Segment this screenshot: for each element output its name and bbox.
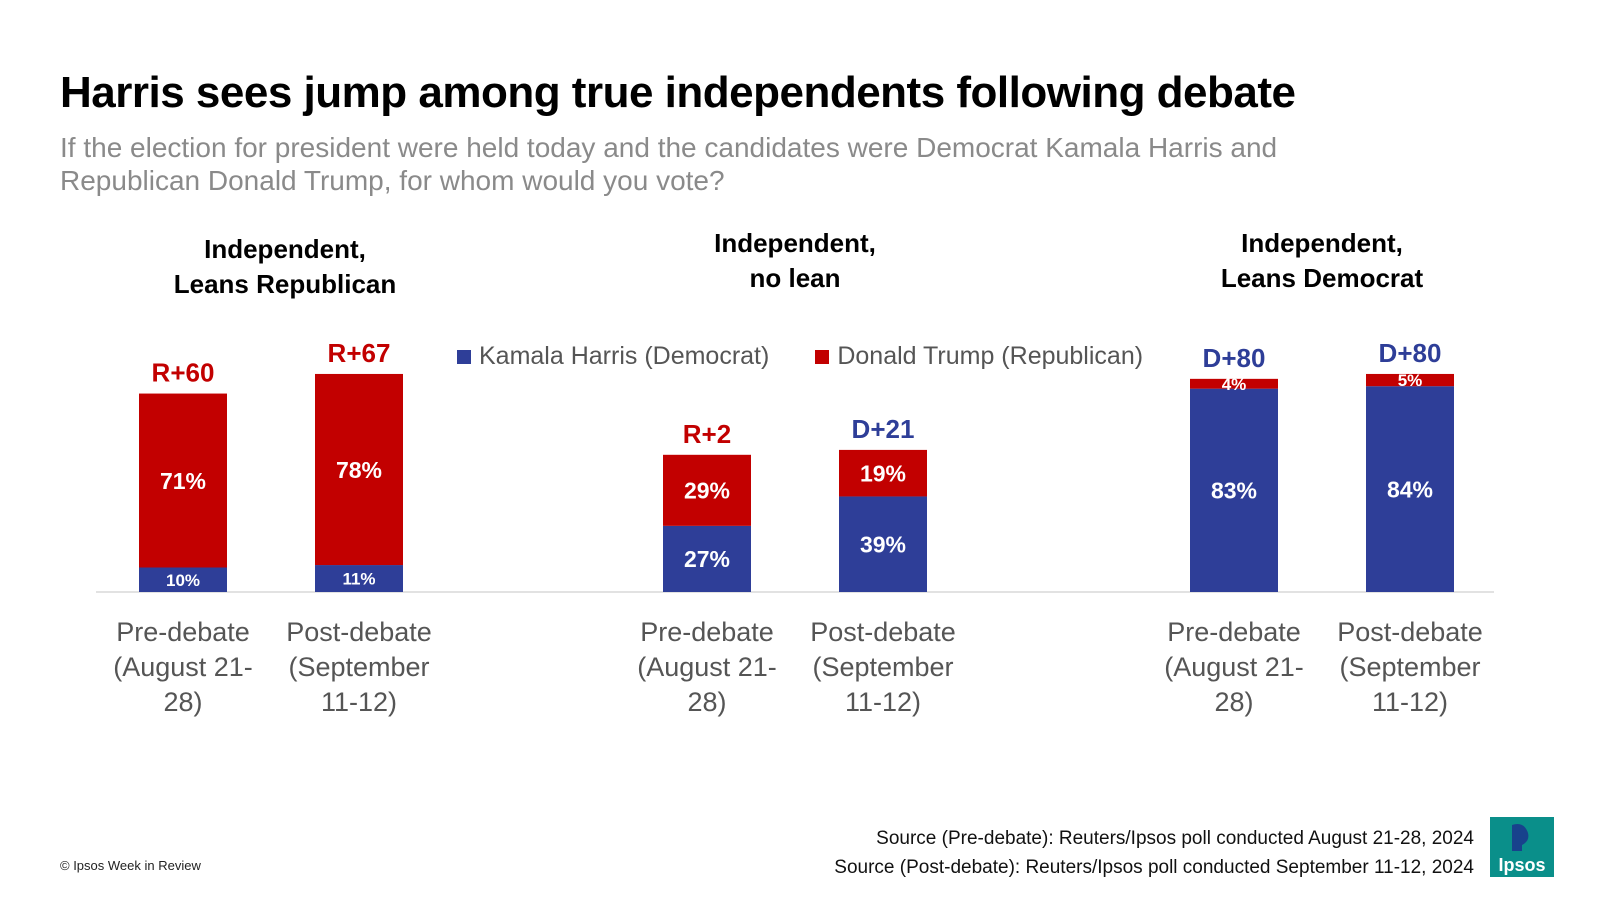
category-label-g2-b2-line-2: (September bbox=[812, 652, 953, 682]
category-label-g1-b1-line-1: Pre-debate bbox=[116, 617, 250, 647]
legend-label-trump: Donald Trump (Republican) bbox=[837, 342, 1144, 370]
bar-harris-g2-b1 bbox=[663, 525, 751, 592]
margin-label-g3-b1: D+80 bbox=[1203, 343, 1266, 373]
legend-swatch-trump bbox=[815, 349, 830, 364]
bar-harris-g1-b1 bbox=[139, 567, 227, 592]
group-title-3-line-2: Leans Democrat bbox=[1221, 263, 1424, 293]
category-label-g2-b1-line-2: (August 21- bbox=[637, 652, 777, 682]
logo-text: Ipsos bbox=[1498, 855, 1545, 875]
margin-label-g2-b2: D+21 bbox=[852, 414, 915, 444]
category-label-g1-b2-line-3: 11-12) bbox=[321, 687, 397, 717]
bar-trump-g3-b2 bbox=[1366, 373, 1454, 387]
legend-label-harris: Kamala Harris (Democrat) bbox=[479, 342, 770, 370]
bar-harris-g3-b1 bbox=[1190, 388, 1278, 592]
category-label-g3-b2-line-1: Post-debate bbox=[1337, 617, 1483, 647]
category-label-g2-b2-line-1: Post-debate bbox=[810, 617, 956, 647]
legend-item-harris: Kamala Harris (Democrat) bbox=[457, 342, 769, 371]
bar-trump-g1-b2 bbox=[315, 373, 403, 566]
label-harris-g3-b1: 83% bbox=[1211, 478, 1257, 504]
logo-head-shape bbox=[1512, 824, 1529, 851]
sources: Source (Pre-debate): Reuters/Ipsos poll … bbox=[834, 824, 1474, 882]
label-trump-g3-b1: 4% bbox=[1222, 375, 1247, 394]
legend-item-trump: Donald Trump (Republican) bbox=[815, 342, 1143, 371]
bar-trump-g2-b2 bbox=[839, 449, 927, 497]
bar-harris-g2-b2 bbox=[839, 496, 927, 592]
label-trump-g1-b2: 78% bbox=[336, 457, 382, 483]
margin-label-g1-b1: R+60 bbox=[152, 358, 215, 388]
category-label-g3-b1-line-3: 28) bbox=[1214, 687, 1253, 717]
group-title-2-line-2: no lean bbox=[749, 263, 840, 293]
bar-harris-g3-b2 bbox=[1366, 386, 1454, 592]
group-title-1-line-1: Independent, bbox=[204, 234, 366, 264]
legend-swatch-harris bbox=[457, 349, 471, 364]
label-harris-g1-b2: 11% bbox=[342, 570, 375, 589]
legend: Kamala Harris (Democrat) Donald Trump (R… bbox=[457, 342, 1143, 371]
category-label-g2-b1-line-3: 28) bbox=[687, 687, 726, 717]
source-post-debate: Source (Post-debate): Reuters/Ipsos poll… bbox=[834, 857, 1474, 878]
category-label-g3-b1-line-2: (August 21- bbox=[1164, 652, 1304, 682]
ipsos-logo: Ipsos bbox=[1490, 817, 1554, 877]
category-label-g3-b1-line-1: Pre-debate bbox=[1167, 617, 1301, 647]
label-harris-g2-b1: 27% bbox=[684, 546, 730, 572]
label-trump-g2-b1: 29% bbox=[684, 478, 730, 504]
bar-trump-g3-b1 bbox=[1190, 378, 1278, 389]
category-label-g2-b1-line-1: Pre-debate bbox=[640, 617, 774, 647]
copyright-footer: © Ipsos Week in Review bbox=[60, 858, 201, 873]
label-trump-g2-b2: 19% bbox=[860, 460, 906, 486]
group-title-3-line-1: Independent, bbox=[1241, 228, 1403, 258]
label-harris-g2-b2: 39% bbox=[860, 532, 906, 558]
category-label-g1-b2-line-1: Post-debate bbox=[286, 617, 432, 647]
group-title-1-line-2: Leans Republican bbox=[174, 269, 397, 299]
label-harris-g1-b1: 10% bbox=[166, 571, 200, 590]
label-trump-g1-b1: 71% bbox=[160, 468, 206, 494]
source-pre-debate: Source (Pre-debate): Reuters/Ipsos poll … bbox=[876, 828, 1474, 849]
margin-label-g1-b2: R+67 bbox=[328, 338, 391, 368]
category-label-g2-b2-line-3: 11-12) bbox=[845, 687, 921, 717]
chart-title: Harris sees jump among true independents… bbox=[60, 68, 1296, 117]
label-harris-g3-b2: 84% bbox=[1387, 476, 1433, 502]
chart-subtitle: If the election for president were held … bbox=[60, 132, 1278, 196]
category-label-g1-b2-line-2: (September bbox=[288, 652, 429, 682]
category-label-g1-b1-line-3: 28) bbox=[163, 687, 202, 717]
category-label-g1-b1-line-2: (August 21- bbox=[113, 652, 253, 682]
bar-harris-g1-b2 bbox=[315, 565, 403, 592]
bar-trump-g2-b1 bbox=[663, 454, 751, 526]
bar-trump-g1-b1 bbox=[139, 393, 227, 568]
category-label-g3-b2-line-2: (September bbox=[1339, 652, 1480, 682]
group-title-2-line-1: Independent, bbox=[714, 228, 876, 258]
category-label-g3-b2-line-3: 11-12) bbox=[1372, 687, 1448, 717]
label-trump-g3-b2: 5% bbox=[1398, 371, 1423, 390]
margin-label-g3-b2: D+80 bbox=[1379, 338, 1442, 368]
margin-label-g2-b1: R+2 bbox=[683, 419, 731, 449]
